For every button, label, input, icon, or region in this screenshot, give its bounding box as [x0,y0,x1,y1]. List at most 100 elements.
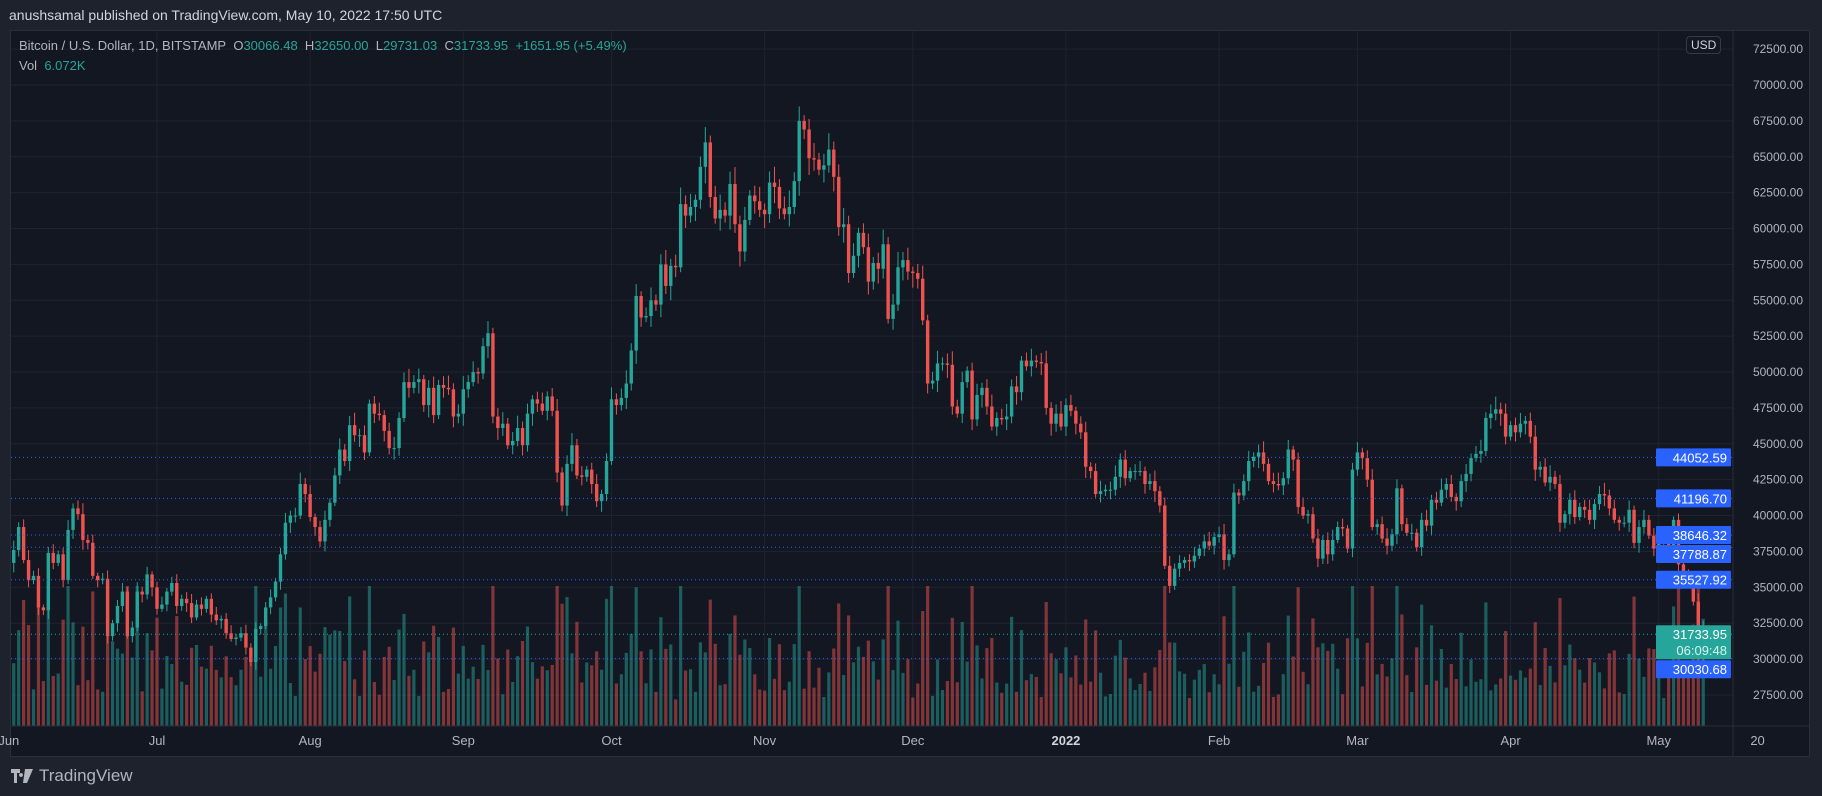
candle-body [1370,479,1374,528]
volume-bar [1504,631,1508,726]
volume-bar [1410,692,1414,726]
volume-bar [1207,692,1211,726]
volume-bar [175,616,179,726]
volume-bar [1513,679,1518,726]
candle-body [1197,548,1202,556]
candle-body [125,591,130,637]
candle-body [1207,541,1211,546]
volume-bar [1622,694,1626,726]
candle-body [515,428,520,441]
volume-bar [1113,655,1117,726]
candle-body [145,574,149,595]
volume-bar [353,679,357,726]
tradingview-logo[interactable]: TradingView [11,766,133,786]
candle-body [461,389,465,414]
volume-bar [377,694,381,726]
volume-bar [861,656,866,726]
volume-bar [723,684,727,726]
candle-body [476,372,480,374]
candle-body [318,527,322,542]
volume-bar [120,653,125,726]
volume-bar [896,620,900,726]
candle-body [916,273,920,279]
volume-bar [185,684,189,726]
candle-body [105,578,110,637]
candle-body [629,350,633,384]
candle-body [619,397,624,406]
volume-bar [1632,596,1636,726]
volume-bar [1479,679,1483,726]
candle-body [402,382,406,418]
volume-bar [669,644,673,726]
volume-bar [244,656,248,726]
candle-body [1286,449,1290,479]
y-tick-label: 27500.00 [1753,688,1803,702]
volume-bar [66,586,70,726]
volume-bar [832,648,836,726]
volume-bar [1291,656,1295,726]
volume-bar [1592,662,1597,726]
volume-bar [1281,674,1285,726]
volume-bar [1484,602,1488,726]
candle-body [1652,535,1656,549]
candle-body [1024,360,1029,367]
candle-body [313,516,317,528]
candle-body [856,232,861,256]
volume-bar [856,646,861,726]
symbol-title[interactable]: Bitcoin / U.S. Dollar, 1D, BITSTAMP [19,38,227,53]
volume-bar [1474,681,1478,726]
volume-bar [891,670,895,726]
x-tick-label: Apr [1500,733,1521,748]
volume-bar [743,639,747,726]
volume-bar [1523,677,1527,726]
candle-body [229,633,233,639]
volume-bar [926,586,930,726]
candle-body [1222,534,1226,561]
volume-bar [298,607,302,726]
volume-bar [1222,616,1226,726]
candle-body [649,300,653,317]
candle-body [644,316,648,318]
volume-bar [1607,653,1611,726]
candle-body [585,469,589,477]
volume-bar [456,673,460,726]
volume-bar [343,661,347,726]
candle-body [352,425,357,436]
volume-bar [1612,650,1616,726]
volume-bar [708,599,712,726]
volume-bar [1212,674,1216,726]
volume-bar [115,648,120,726]
volume-bar [1652,649,1656,726]
candle-body [150,574,154,588]
volume-bar [1000,692,1004,726]
volume-bar [501,694,505,726]
volume-bar [688,669,693,726]
volume-bar [1187,697,1192,726]
volume-bar [417,695,421,726]
currency-button[interactable]: USD [1686,36,1722,54]
candle-body [1494,409,1498,414]
candle-body [955,406,959,414]
candle-body [822,165,826,170]
candle-body [506,423,510,446]
volume-bar [140,691,144,726]
volume-bar [837,603,841,726]
volume-bar [150,650,154,726]
candle-body [1019,360,1024,393]
candle-body [446,387,451,390]
volume-bar [614,683,619,726]
volume-bar [135,586,139,726]
volume-bar [1024,680,1029,726]
volume-bar [1242,651,1246,726]
volume-bar [1257,685,1261,726]
candle-body [659,264,663,305]
volume-bar [985,648,989,726]
candle-body [841,224,846,228]
volume-bar [1326,650,1330,726]
price-level-label: 37788.87 [1673,547,1727,562]
candle-body [797,120,801,182]
volume-bar [604,598,609,726]
volume-bar [1010,616,1014,726]
volume-bar [916,683,920,726]
